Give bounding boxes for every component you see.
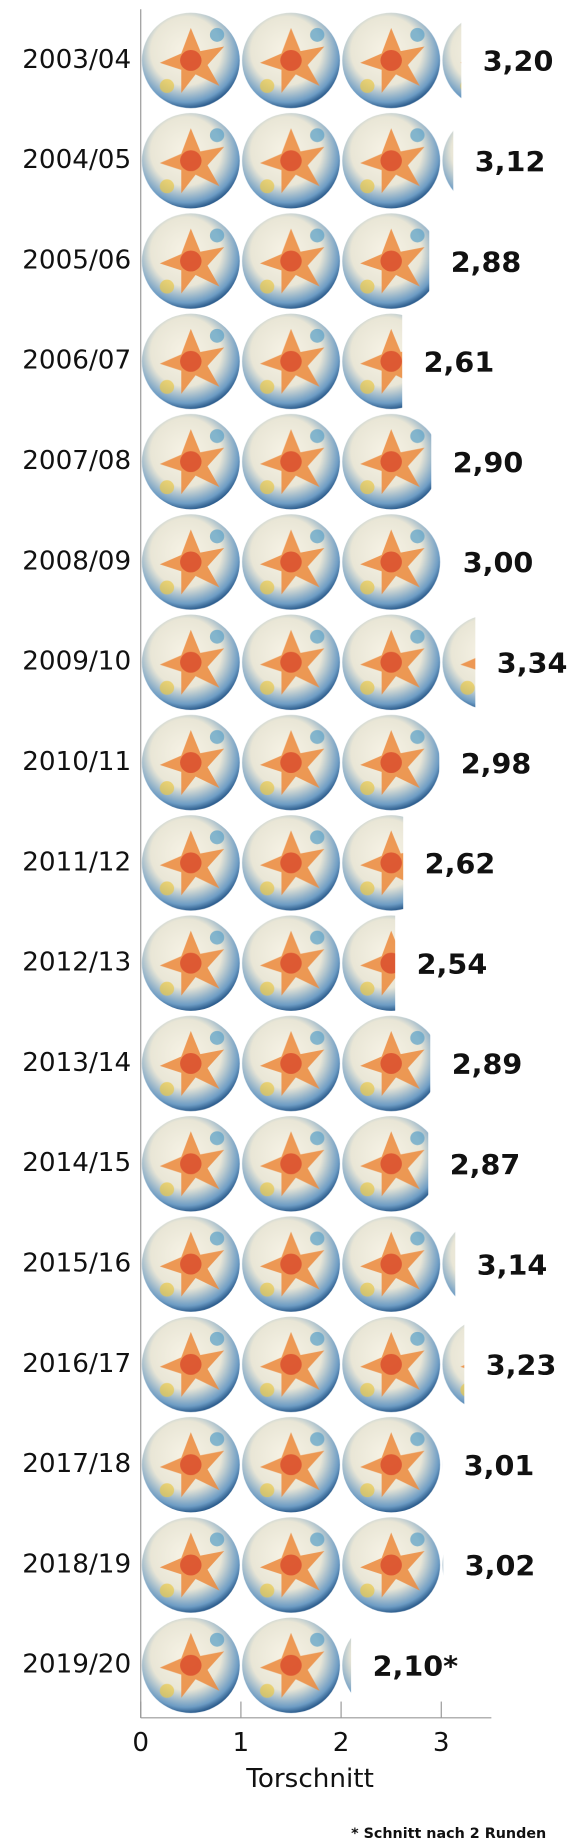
y-tick-label: 2009/10 xyxy=(22,647,131,677)
y-tick-label: 2007/08 xyxy=(22,446,131,476)
ball-bar xyxy=(140,11,462,110)
y-tick-label: 2005/06 xyxy=(22,246,131,276)
ball-bar xyxy=(140,1315,465,1414)
ball-bar xyxy=(140,412,432,511)
value-label: 2,61 xyxy=(424,346,495,379)
ball-bar xyxy=(140,914,396,1012)
ball-bar xyxy=(140,1516,444,1614)
value-label: 2,54 xyxy=(417,948,488,981)
ball-bar xyxy=(140,212,430,310)
x-tick-label: 0 xyxy=(132,1728,149,1758)
ball-bar xyxy=(140,513,442,611)
ball-bar xyxy=(140,814,404,912)
value-label: 2,90 xyxy=(453,446,524,479)
y-tick-label: 2019/20 xyxy=(22,1650,131,1680)
y-tick-label: 2010/11 xyxy=(22,747,131,777)
value-label: 3,12 xyxy=(475,145,546,178)
y-tick-label: 2006/07 xyxy=(22,346,131,376)
y-tick-label: 2008/09 xyxy=(22,547,131,577)
ball-bar xyxy=(140,1415,443,1514)
value-label: 2,87 xyxy=(450,1148,521,1181)
x-tick-label: 1 xyxy=(233,1728,250,1758)
value-label: 2,10* xyxy=(373,1650,459,1683)
ball-bar xyxy=(140,713,440,812)
ball-bar xyxy=(140,312,403,411)
value-label: 2,98 xyxy=(461,747,532,780)
y-tick-label: 2014/15 xyxy=(22,1148,131,1178)
ball-bar xyxy=(140,111,454,210)
ball-bar xyxy=(140,1215,456,1313)
footnote: * Schnitt nach 2 Runden xyxy=(351,1826,546,1842)
ball-bar xyxy=(140,1014,431,1113)
value-label: 3,00 xyxy=(463,547,534,580)
value-label: 2,88 xyxy=(451,246,522,279)
y-tick-label: 2012/13 xyxy=(22,948,131,978)
y-tick-label: 2018/19 xyxy=(22,1550,131,1580)
x-axis-label: Torschnitt xyxy=(245,1764,374,1794)
value-label: 3,23 xyxy=(486,1349,557,1382)
x-tick-label: 2 xyxy=(333,1728,350,1758)
value-label: 3,01 xyxy=(464,1449,535,1482)
value-label: 3,02 xyxy=(465,1550,536,1583)
y-tick-label: 2015/16 xyxy=(22,1249,131,1279)
value-label: 2,89 xyxy=(452,1048,523,1081)
value-label: 3,20 xyxy=(483,45,554,78)
y-tick-label: 2016/17 xyxy=(22,1349,131,1379)
y-tick-label: 2003/04 xyxy=(22,45,131,75)
value-label: 3,34 xyxy=(497,647,568,680)
value-label: 3,14 xyxy=(477,1249,548,1282)
x-tick-label: 3 xyxy=(433,1728,450,1758)
y-tick-label: 2013/14 xyxy=(22,1048,131,1078)
y-tick-label: 2017/18 xyxy=(22,1449,131,1479)
ball-bar xyxy=(140,613,476,712)
y-tick-label: 2011/12 xyxy=(22,848,131,878)
value-label: 2,62 xyxy=(425,847,496,880)
ball-bar xyxy=(140,1616,352,1715)
ball-bar xyxy=(140,1114,429,1213)
y-tick-label: 2004/05 xyxy=(22,145,131,175)
